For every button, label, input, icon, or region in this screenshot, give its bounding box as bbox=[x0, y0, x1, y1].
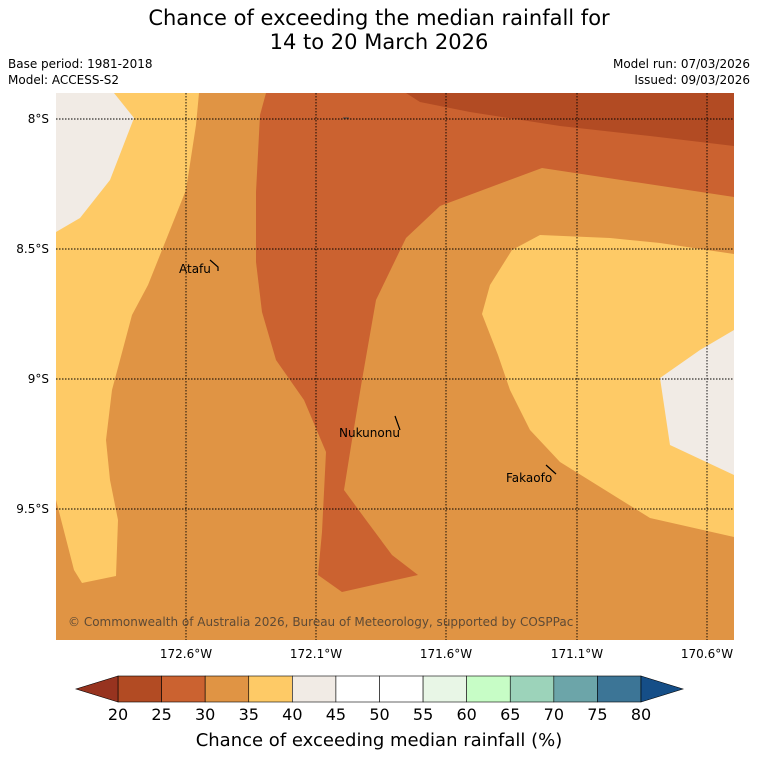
place-label-atafu: Atafu bbox=[179, 262, 211, 276]
region-35-40-west bbox=[56, 93, 199, 583]
region-40-45-northwest bbox=[56, 93, 134, 232]
colorbar-segment bbox=[422, 675, 467, 703]
model-text: Model: ACCESS-S2 bbox=[8, 73, 120, 87]
colorbar-under-triangle bbox=[74, 675, 119, 703]
colorbar-over-triangle bbox=[640, 675, 685, 703]
lon-label: 172.1°W bbox=[290, 647, 342, 661]
colorbar-tick-label: 30 bbox=[195, 705, 215, 724]
colorbar-segment bbox=[161, 675, 206, 703]
colorbar: 20 25 30 35 40 45 50 55 60 65 70 75 80 bbox=[74, 675, 685, 724]
colorbar-segment bbox=[466, 675, 511, 703]
place-label-fakaofo: Fakaofo bbox=[506, 471, 552, 485]
colorbar-tick-label: 20 bbox=[108, 705, 128, 724]
lat-label: 9°S bbox=[28, 372, 49, 386]
meta-right: Model run: 07/03/2026 Issued: 09/03/2026 bbox=[613, 56, 750, 88]
lat-label: 8.5°S bbox=[16, 242, 49, 256]
colorbar-tick-label: 65 bbox=[500, 705, 520, 724]
colorbar-tick-label: 40 bbox=[282, 705, 302, 724]
region-35-40-east bbox=[482, 235, 734, 537]
lon-label: 171.6°W bbox=[420, 647, 472, 661]
colorbar-tick-label: 70 bbox=[544, 705, 564, 724]
lon-label: 170.6°W bbox=[681, 647, 733, 661]
region-40-45-east bbox=[660, 330, 734, 475]
colorbar-segment bbox=[117, 675, 162, 703]
colorbar-tick-label: 55 bbox=[413, 705, 433, 724]
colorbar-segment bbox=[204, 675, 250, 703]
region-20-25-northeast bbox=[406, 93, 734, 146]
islands bbox=[209, 259, 557, 475]
base-period-text: Base period: 1981-2018 bbox=[8, 57, 153, 71]
colorbar-segment bbox=[379, 675, 424, 703]
region-25-30-central bbox=[256, 93, 734, 592]
lat-label: 9.5°S bbox=[16, 502, 49, 516]
island-nukunonu-outline bbox=[394, 415, 401, 431]
lon-label: 172.6°W bbox=[160, 647, 212, 661]
colorbar-segment bbox=[292, 675, 337, 703]
colorbar-tick-label: 75 bbox=[587, 705, 607, 724]
island-atafu-outline bbox=[209, 259, 219, 271]
colorbar-tick-label: 45 bbox=[326, 705, 346, 724]
colorbar-tick-label: 80 bbox=[631, 705, 651, 724]
colorbar-tick-label: 25 bbox=[151, 705, 171, 724]
model-run-text: Model run: 07/03/2026 bbox=[612, 57, 750, 71]
island-fakaofo-outline bbox=[545, 464, 557, 475]
map-area bbox=[56, 93, 734, 640]
place-label-nukunonu: Nukunonu bbox=[339, 426, 400, 440]
copyright-notice: © Commonwealth of Australia 2026, Bureau… bbox=[68, 615, 573, 629]
colorbar-segment bbox=[248, 675, 293, 703]
lon-tick-labels: 172.6°W 172.1°W 171.6°W 171.1°W 170.6°W bbox=[160, 647, 733, 661]
meta-left: Base period: 1981-2018 Model: ACCESS-S2 bbox=[8, 56, 153, 88]
colorbar-tick-label: 60 bbox=[456, 705, 476, 724]
colorbar-segment bbox=[597, 675, 642, 703]
gridlines bbox=[56, 93, 734, 640]
colorbar-segment bbox=[553, 675, 598, 703]
lat-label: 8°S bbox=[28, 112, 49, 126]
lat-tick-labels: 8°S 8.5°S 9°S 9.5°S bbox=[16, 112, 49, 516]
issued-text: Issued: 09/03/2026 bbox=[634, 73, 750, 87]
colorbar-label: Chance of exceeding median rainfall (%) bbox=[195, 730, 563, 751]
colorbar-tick-label: 35 bbox=[239, 705, 259, 724]
colorbar-segment bbox=[335, 675, 380, 703]
colorbar-tick-label: 50 bbox=[369, 705, 389, 724]
place-labels: Atafu Nukunonu Fakaofo bbox=[179, 262, 552, 485]
colorbar-segment bbox=[509, 675, 555, 703]
chart-title-line1: Chance of exceeding the median rainfall … bbox=[148, 6, 610, 30]
lon-label: 171.1°W bbox=[551, 647, 603, 661]
chart-title-line2: 14 to 20 March 2026 bbox=[269, 30, 489, 54]
